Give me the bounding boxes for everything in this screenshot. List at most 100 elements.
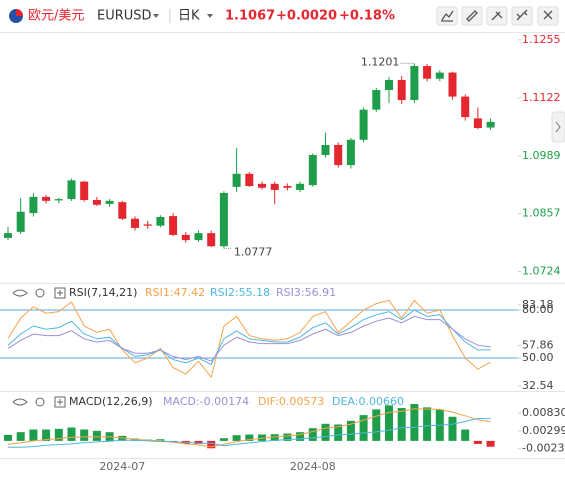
histogram-bar [473, 440, 482, 444]
candle-body [207, 233, 216, 247]
histogram-bar [372, 409, 381, 441]
add-icon[interactable] [54, 396, 66, 408]
tool-button[interactable] [461, 6, 483, 26]
gear-icon[interactable] [35, 397, 45, 407]
candle-body [143, 224, 152, 226]
histogram-bar [16, 432, 25, 441]
candle-body [448, 72, 457, 97]
candle-body [169, 216, 178, 235]
histogram-bar [359, 415, 368, 441]
candle-body [359, 109, 368, 140]
candle-body [29, 196, 38, 214]
histogram-bar [219, 438, 228, 441]
histogram-bar [29, 429, 38, 441]
tool-button[interactable] [537, 6, 559, 26]
candle-body [194, 233, 203, 241]
tool-buttons[interactable] [436, 6, 559, 26]
y-axis-label: 0.00299 [522, 424, 565, 437]
annotation: 1.1201 [361, 55, 400, 68]
candle-body [131, 218, 139, 228]
histogram-bar [346, 420, 355, 441]
dropdown-arrow[interactable] [153, 14, 159, 18]
histogram-bar [423, 407, 432, 441]
candle-body [372, 90, 381, 110]
candle-body [308, 155, 317, 186]
y-axis-label: 80.00 [522, 303, 554, 316]
indicator-title: RSI(7,14,21) [69, 286, 137, 299]
indicator-title: MACD(12,26,9) [69, 395, 153, 408]
histogram-bar [194, 440, 203, 444]
add-icon[interactable] [54, 287, 66, 299]
candle-body [245, 173, 254, 187]
candle-body [321, 145, 330, 156]
indicator-line [7, 315, 491, 362]
candle-body [410, 66, 419, 101]
legend-entry: DIF:0.00573 [258, 395, 324, 408]
candle-body [156, 216, 165, 226]
candle-body [435, 72, 444, 79]
indicator-line [8, 417, 491, 448]
histogram-bar [54, 428, 63, 441]
legend-entry: RSI1:47.42 [145, 286, 205, 299]
candle-body [54, 199, 63, 201]
candle-body [461, 96, 470, 118]
y-axis-label: 32.54 [522, 379, 554, 392]
flag-icon [9, 9, 23, 23]
candle-body [283, 186, 292, 188]
histogram-bar [385, 405, 393, 441]
histogram-bar [397, 408, 406, 441]
candle-body [92, 199, 101, 205]
tool-button[interactable] [436, 6, 458, 26]
histogram-bar [270, 434, 279, 441]
histogram-bar [80, 429, 89, 441]
histogram-bar [486, 440, 495, 447]
y-axis-label: 83.18 [522, 298, 554, 311]
tool-button[interactable] [511, 6, 533, 26]
histogram-bar [245, 434, 254, 441]
price: 1.1067 [225, 9, 275, 24]
candle-body [423, 66, 432, 79]
candle-body [232, 173, 241, 187]
side-toggle-icon [555, 121, 561, 133]
candle-body [270, 183, 279, 190]
candle-body [219, 192, 228, 247]
panel-icons[interactable] [12, 287, 66, 408]
legend-entry: RSI3:56.91 [276, 286, 336, 299]
legend-entry: RSI2:55.18 [210, 286, 270, 299]
side-toggle[interactable] [551, 111, 565, 143]
histogram-bar [4, 434, 12, 441]
legend-entry: MACD:-0.00174 [163, 395, 249, 408]
gear-icon[interactable] [35, 288, 45, 298]
price-axis-label: 1.0989 [522, 149, 561, 162]
histogram-bar [461, 429, 470, 441]
symbol[interactable]: EURUSD [97, 9, 152, 24]
eye-icon[interactable] [12, 289, 28, 297]
tool-button[interactable] [486, 6, 508, 26]
price-axis-label: 1.0724 [522, 265, 561, 278]
candle-body [16, 211, 25, 232]
indicator-line [7, 309, 491, 366]
y-axis-label: -0.00233 [522, 442, 565, 455]
histogram-bar [334, 424, 343, 441]
candle-body [118, 202, 127, 219]
histogram-bar [67, 427, 76, 441]
candle-body [346, 139, 355, 166]
symbol-cn[interactable]: 欧元/美元 [28, 9, 84, 24]
histogram-bar [283, 433, 292, 441]
x-axis-label: 2024-07 [99, 460, 145, 473]
histogram-bar [207, 440, 216, 449]
x-axis-label: 2024-08 [290, 460, 336, 473]
histogram-bar [321, 423, 330, 441]
histogram-bar [42, 429, 51, 441]
period[interactable]: 日K [178, 9, 200, 24]
histogram-bar [92, 430, 101, 441]
dropdown-arrow[interactable] [207, 14, 213, 18]
candle-body [67, 180, 76, 200]
price-axis-label: 1.1122 [522, 91, 561, 104]
eye-icon[interactable] [12, 398, 28, 406]
candle-body [296, 183, 305, 190]
candle-body [486, 121, 495, 128]
histogram-bar [156, 439, 165, 441]
candle-body [397, 79, 406, 101]
candle-body [334, 145, 343, 166]
